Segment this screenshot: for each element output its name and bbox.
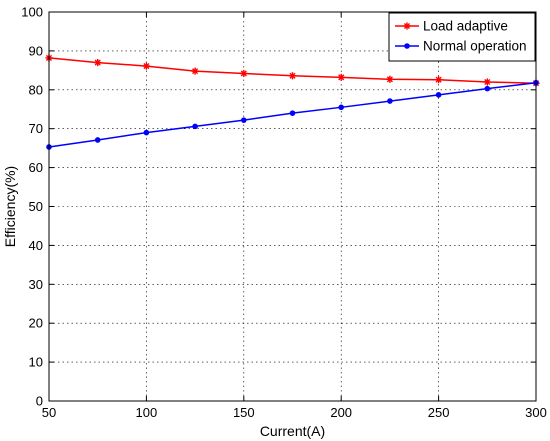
data-point-load-adaptive bbox=[288, 72, 297, 80]
y-tick-label: 90 bbox=[29, 43, 43, 58]
data-point-normal-operation bbox=[338, 104, 345, 111]
series-line-load-adaptive bbox=[48, 57, 537, 84]
legend-label: Normal operation bbox=[423, 39, 527, 54]
legend: Load adaptive Normal operation bbox=[388, 12, 536, 62]
data-point-load-adaptive bbox=[386, 75, 394, 83]
y-tick-label: 50 bbox=[29, 199, 43, 214]
y-axis-title: Efficiency(%) bbox=[2, 166, 18, 247]
data-point-normal-operation bbox=[387, 98, 393, 104]
y-tick-label: 60 bbox=[29, 160, 43, 175]
legend-label: Load adaptive bbox=[423, 19, 508, 34]
series-load-adaptive bbox=[45, 54, 540, 87]
y-tick-labels: 0 10 20 30 40 50 60 70 80 90 100 bbox=[21, 5, 43, 409]
legend-box bbox=[388, 12, 536, 62]
legend-marker bbox=[403, 22, 411, 30]
x-tick-label: 100 bbox=[136, 405, 158, 420]
data-point-normal-operation bbox=[241, 117, 247, 123]
legend-item: Load adaptive bbox=[395, 19, 508, 34]
legend-item: Normal operation bbox=[395, 39, 527, 54]
y-tick-label: 20 bbox=[29, 316, 43, 331]
x-axis-title: Current(A) bbox=[260, 423, 325, 439]
plot-frame bbox=[48, 11, 537, 402]
grid-lines bbox=[49, 12, 536, 401]
x-tick-labels: 50 100 150 200 250 300 bbox=[42, 405, 547, 420]
data-point-load-adaptive bbox=[142, 62, 150, 70]
data-point-load-adaptive bbox=[94, 58, 102, 67]
data-point-load-adaptive bbox=[191, 67, 199, 75]
data-point-normal-operation bbox=[289, 110, 296, 116]
y-tick-label: 80 bbox=[29, 82, 43, 97]
x-tick-label: 250 bbox=[428, 405, 450, 420]
data-point-load-adaptive bbox=[435, 76, 443, 84]
y-tick-label: 10 bbox=[29, 355, 43, 370]
y-tick-label: 100 bbox=[21, 5, 43, 20]
data-point-normal-operation bbox=[94, 137, 101, 143]
x-tick-label: 200 bbox=[330, 405, 352, 420]
y-tick-label: 30 bbox=[29, 277, 43, 292]
y-tick-label: 0 bbox=[36, 394, 43, 409]
data-point-normal-operation bbox=[484, 85, 491, 92]
data-point-normal-operation bbox=[435, 92, 442, 98]
data-point-normal-operation bbox=[192, 123, 198, 130]
x-tick-label: 50 bbox=[42, 405, 56, 420]
x-tick-label: 300 bbox=[525, 405, 547, 420]
series-normal-operation bbox=[46, 79, 539, 150]
y-tick-label: 40 bbox=[29, 238, 43, 253]
x-tick-label: 150 bbox=[233, 405, 255, 420]
data-point-load-adaptive bbox=[483, 78, 491, 86]
data-point-normal-operation bbox=[143, 129, 150, 136]
y-tick-label: 70 bbox=[29, 121, 43, 136]
data-point-load-adaptive bbox=[240, 69, 248, 78]
legend-marker bbox=[404, 43, 410, 49]
data-point-load-adaptive bbox=[337, 73, 345, 81]
series-group bbox=[45, 54, 540, 150]
